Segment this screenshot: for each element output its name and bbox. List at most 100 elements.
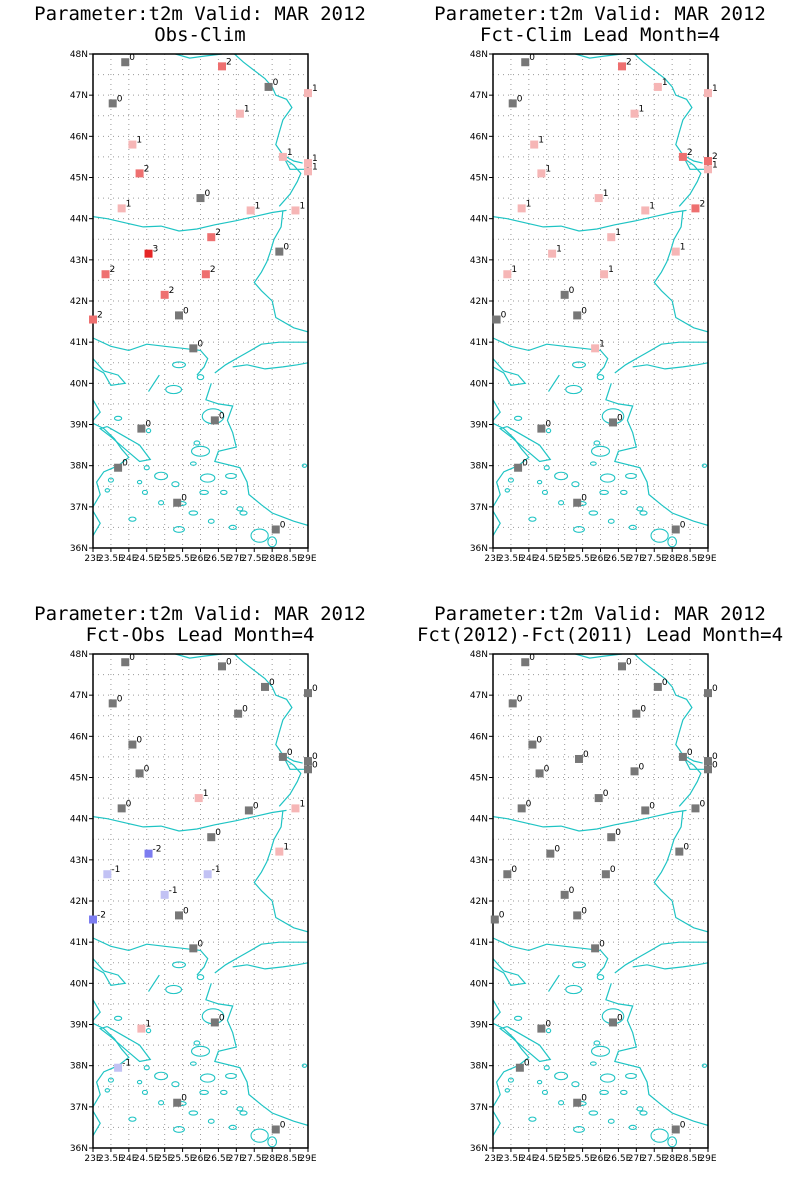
- lon-tick-label: 27E: [228, 554, 245, 564]
- station-value-label: 2: [110, 265, 116, 275]
- lon-tick-label: 27E: [628, 1154, 645, 1164]
- lat-tick-label: 47N: [70, 691, 88, 701]
- station-marker: [261, 682, 269, 691]
- station-marker: [128, 740, 137, 749]
- lat-tick-label: 43N: [470, 856, 488, 866]
- station-marker: [678, 752, 687, 761]
- station-marker: [641, 806, 650, 815]
- station-marker: [271, 1125, 280, 1134]
- station-marker: [492, 315, 501, 324]
- station-marker: [234, 709, 243, 718]
- lat-tick-label: 38N: [70, 462, 88, 472]
- station-marker: [194, 794, 203, 803]
- lat-tick-label: 39N: [70, 1021, 88, 1031]
- station-marker: [210, 1018, 219, 1027]
- station-value-label: 1: [312, 162, 318, 172]
- station-marker: [264, 82, 273, 91]
- station-value-label: 2: [226, 57, 232, 67]
- lon-tick-label: 26E: [192, 554, 209, 564]
- lat-tick-label: 41N: [470, 338, 488, 348]
- station-marker: [203, 870, 212, 879]
- station-marker: [271, 525, 280, 534]
- lon-tick-label: 26.5E: [606, 554, 632, 564]
- station-value-label: 0: [205, 189, 211, 199]
- station-value-label: 0: [712, 760, 718, 770]
- station-marker: [528, 740, 537, 749]
- lon-tick-label: 23E: [84, 1154, 101, 1164]
- station-value-label: 0: [219, 411, 225, 421]
- lon-tick-label: 27.5E: [641, 554, 667, 564]
- lat-tick-label: 46N: [70, 732, 88, 742]
- lat-tick-label: 47N: [470, 691, 488, 701]
- station-value-label: 2: [712, 152, 718, 162]
- station-value-label: 1: [526, 199, 532, 209]
- station-value-label: 0: [280, 1120, 286, 1130]
- lon-tick-label: 28.5E: [677, 554, 703, 564]
- station-marker: [630, 109, 639, 118]
- station-value-label: 0: [117, 94, 123, 104]
- station-value-label: 0: [617, 1013, 623, 1023]
- station-value-label: -2: [97, 911, 106, 921]
- station-marker: [691, 804, 700, 813]
- station-marker: [304, 689, 312, 698]
- station-value-label: 0: [617, 413, 623, 423]
- station-value-label: 0: [197, 939, 203, 949]
- station-value-label: 0: [545, 420, 551, 430]
- station-value-label: 0: [117, 694, 123, 704]
- station-marker: [244, 806, 253, 815]
- station-value-label: 2: [144, 164, 150, 174]
- lon-tick-label: 28E: [264, 554, 281, 564]
- station-marker: [591, 944, 600, 953]
- station-marker: [173, 498, 182, 507]
- station-marker: [137, 424, 146, 433]
- station-value-label: 0: [536, 736, 542, 746]
- panel-subtitle: Fct-Clim Lead Month=4: [479, 24, 721, 46]
- lon-tick-label: 23E: [484, 1154, 501, 1164]
- grid-lines: [493, 654, 708, 1148]
- station-marker: [275, 847, 284, 856]
- panel-title: Parameter:t2m Valid: MAR 2012: [34, 603, 366, 625]
- station-value-label: 0: [517, 694, 523, 704]
- station-marker: [653, 82, 662, 91]
- map-panel-fct-obs: Parameter:t2m Valid: MAR 2012 Fct-Obs Le…: [0, 600, 400, 1200]
- station-marker: [89, 315, 97, 324]
- station-value-label: 0: [581, 1094, 587, 1104]
- station-value-label: 0: [662, 678, 668, 688]
- lat-tick-label: 39N: [470, 421, 488, 431]
- station-value-label: 0: [273, 78, 279, 88]
- station-marker: [135, 769, 144, 778]
- station-value-label: 0: [615, 828, 621, 838]
- panel-subtitle: Obs-Clim: [154, 24, 246, 46]
- station-marker: [575, 754, 583, 763]
- station-value-label: -1: [212, 865, 221, 875]
- station-marker: [530, 140, 539, 149]
- station-map: 23E23.5E24E24.5E25E25.5E26E26.5E27E27.5E…: [470, 50, 718, 564]
- station-value-label: 0: [640, 705, 646, 715]
- station-value-label: 0: [183, 306, 189, 316]
- lon-tick-label: 26.5E: [206, 554, 232, 564]
- station-marker: [671, 1125, 680, 1134]
- map-frame: [492, 53, 709, 549]
- station-marker: [304, 765, 312, 774]
- station-marker: [135, 169, 144, 178]
- station-value-label: 0: [683, 843, 689, 853]
- station-value-label: 3: [153, 245, 159, 255]
- station-marker: [671, 525, 680, 534]
- station-value-label: 0: [181, 1094, 187, 1104]
- station-value-label: 1: [608, 265, 614, 275]
- station-marker: [490, 915, 499, 924]
- station-value-label: 0: [599, 939, 605, 949]
- station-marker: [704, 689, 712, 698]
- lat-tick-label: 44N: [470, 215, 488, 225]
- lat-tick-label: 46N: [470, 732, 488, 742]
- lon-tick-label: 25.5E: [570, 554, 596, 564]
- station-value-label: 0: [603, 789, 609, 799]
- map-frame: [92, 53, 309, 549]
- lat-tick-label: 36N: [70, 1144, 88, 1154]
- lat-tick-label: 38N: [70, 1062, 88, 1072]
- station-marker: [235, 109, 244, 118]
- station-value-label: 1: [299, 799, 305, 809]
- station-marker: [537, 424, 546, 433]
